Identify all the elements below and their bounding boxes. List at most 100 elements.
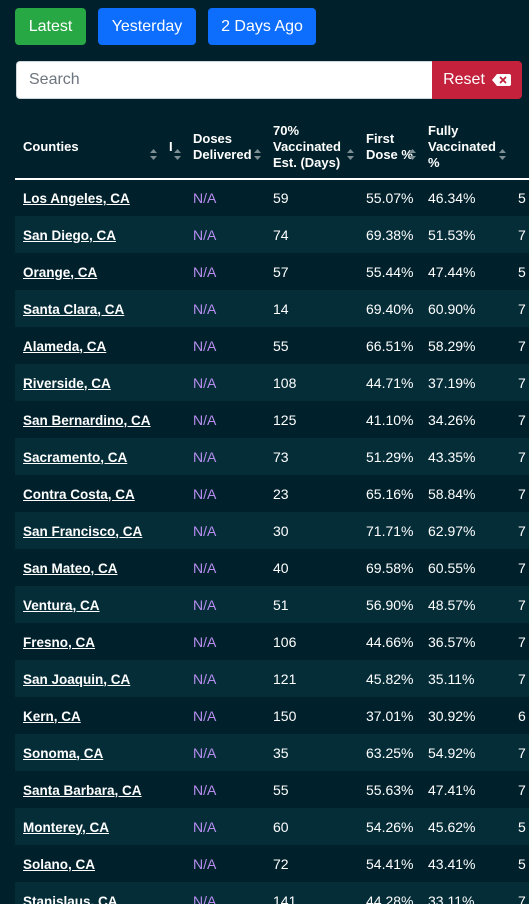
fully-vaccinated-cell: 36.57%	[428, 633, 476, 650]
header-doses-delivered[interactable]: Doses Delivered	[185, 115, 265, 180]
reset-button[interactable]: Reset	[432, 61, 522, 99]
blank-cell	[161, 364, 185, 401]
extra-cell: 7	[518, 596, 526, 613]
extra-cell: 7	[518, 670, 526, 687]
first-dose-cell: 55.63%	[366, 781, 414, 798]
fully-vaccinated-cell: 54.92%	[428, 744, 476, 761]
table-row: Fresno, CA N/A 106 44.66% 36.57% 7	[15, 623, 529, 660]
first-dose-cell: 45.82%	[366, 670, 414, 687]
first-dose-cell: 66.51%	[366, 337, 414, 354]
doses-cell: N/A	[193, 559, 217, 576]
county-cell: San Diego, CA	[15, 216, 161, 253]
blank-cell	[161, 216, 185, 253]
county-cell: Solano, CA	[15, 845, 161, 882]
header-70-vaccinated-days[interactable]: 70% Vaccinated Est. (Days)	[265, 115, 358, 180]
reset-label: Reset	[443, 71, 485, 88]
fully-vaccinated-cell: 35.11%	[428, 670, 475, 687]
county-link[interactable]: Riverside, CA	[23, 375, 111, 391]
county-link[interactable]: San Diego, CA	[23, 227, 117, 243]
county-link[interactable]: San Joaquin, CA	[23, 671, 131, 687]
blank-cell	[161, 623, 185, 660]
doses-cell: N/A	[193, 263, 217, 280]
county-link[interactable]: San Francisco, CA	[23, 523, 143, 539]
first-dose-cell: 55.07%	[366, 190, 414, 206]
extra-cell: 7	[518, 448, 526, 465]
table-row: Los Angeles, CA N/A 59 55.07% 46.34% 5	[15, 179, 529, 216]
county-cell: Alameda, CA	[15, 327, 161, 364]
first-dose-cell: 63.25%	[366, 744, 414, 761]
extra-cell: 7	[518, 522, 526, 539]
fully-vaccinated-cell: 37.19%	[428, 374, 476, 391]
table-row: Ventura, CA N/A 51 56.90% 48.57% 7	[15, 586, 529, 623]
table-row: Sacramento, CA N/A 73 51.29% 43.35% 7	[15, 438, 529, 475]
doses-cell: N/A	[193, 448, 217, 465]
doses-cell: N/A	[193, 374, 217, 391]
county-cell: San Francisco, CA	[15, 512, 161, 549]
latest-button[interactable]: Latest	[15, 8, 86, 45]
county-link[interactable]: Alameda, CA	[23, 338, 107, 354]
header-fully-vaccinated[interactable]: Fully Vaccinated %	[420, 115, 510, 180]
table-row: Riverside, CA N/A 108 44.71% 37.19% 7	[15, 364, 529, 401]
doses-cell: N/A	[193, 855, 217, 872]
county-cell: Sonoma, CA	[15, 734, 161, 771]
first-dose-cell: 69.40%	[366, 300, 414, 317]
blank-cell	[161, 660, 185, 697]
county-link[interactable]: Monterey, CA	[23, 819, 110, 835]
county-link[interactable]: Los Angeles, CA	[23, 191, 130, 206]
extra-cell: 7	[518, 485, 526, 502]
fully-vaccinated-cell: 62.97%	[428, 522, 476, 539]
county-link[interactable]: Stanislaus, CA	[23, 893, 118, 904]
extra-cell: 7	[518, 744, 526, 761]
blank-cell	[161, 290, 185, 327]
county-link[interactable]: San Mateo, CA	[23, 560, 118, 576]
first-dose-cell: 41.10%	[366, 411, 414, 428]
county-link[interactable]: Ventura, CA	[23, 597, 100, 613]
county-link[interactable]: Fresno, CA	[23, 634, 96, 650]
blank-cell	[161, 475, 185, 512]
search-bar: Reset	[16, 61, 522, 99]
county-link[interactable]: Kern, CA	[23, 708, 81, 724]
sort-icon	[409, 149, 416, 160]
county-cell: Ventura, CA	[15, 586, 161, 623]
extra-cell: 7	[518, 300, 526, 317]
extra-cell: 5	[518, 190, 526, 206]
counties-table-container[interactable]: Counties I Doses Delivered 70% Vaccinate…	[15, 115, 529, 904]
search-input[interactable]	[16, 61, 432, 99]
fully-vaccinated-cell: 48.57%	[428, 596, 476, 613]
header-extra[interactable]	[510, 115, 529, 180]
fully-vaccinated-cell: 33.11%	[428, 892, 475, 904]
county-cell: Monterey, CA	[15, 808, 161, 845]
county-link[interactable]: Santa Clara, CA	[23, 301, 125, 317]
county-cell: Contra Costa, CA	[15, 475, 161, 512]
days-cell: 57	[273, 263, 289, 280]
first-dose-cell: 44.71%	[366, 374, 414, 391]
header-counties[interactable]: Counties	[15, 115, 161, 180]
county-cell: San Mateo, CA	[15, 549, 161, 586]
doses-cell: N/A	[193, 190, 217, 206]
county-link[interactable]: Contra Costa, CA	[23, 486, 135, 502]
extra-cell: 5	[518, 855, 526, 872]
header-first-dose[interactable]: First Dose %	[358, 115, 420, 180]
blank-cell	[161, 586, 185, 623]
county-link[interactable]: Santa Barbara, CA	[23, 782, 142, 798]
backspace-icon	[491, 74, 511, 86]
extra-cell: 5	[518, 818, 526, 835]
table-row: Contra Costa, CA N/A 23 65.16% 58.84% 7	[15, 475, 529, 512]
days-cell: 14	[273, 300, 289, 317]
yesterday-button[interactable]: Yesterday	[98, 8, 196, 45]
fully-vaccinated-cell: 46.34%	[428, 190, 476, 206]
county-link[interactable]: Sonoma, CA	[23, 745, 104, 761]
header-i[interactable]: I	[161, 115, 185, 180]
fully-vaccinated-cell: 47.41%	[428, 781, 476, 798]
county-link[interactable]: Sacramento, CA	[23, 449, 128, 465]
doses-cell: N/A	[193, 300, 217, 317]
county-link[interactable]: Orange, CA	[23, 264, 98, 280]
county-link[interactable]: San Bernardino, CA	[23, 412, 151, 428]
first-dose-cell: 54.26%	[366, 818, 414, 835]
county-link[interactable]: Solano, CA	[23, 856, 96, 872]
sort-icon	[347, 149, 354, 160]
days-cell: 121	[273, 670, 297, 687]
blank-cell	[161, 327, 185, 364]
extra-cell: 7	[518, 411, 526, 428]
two-days-ago-button[interactable]: 2 Days Ago	[208, 8, 316, 45]
